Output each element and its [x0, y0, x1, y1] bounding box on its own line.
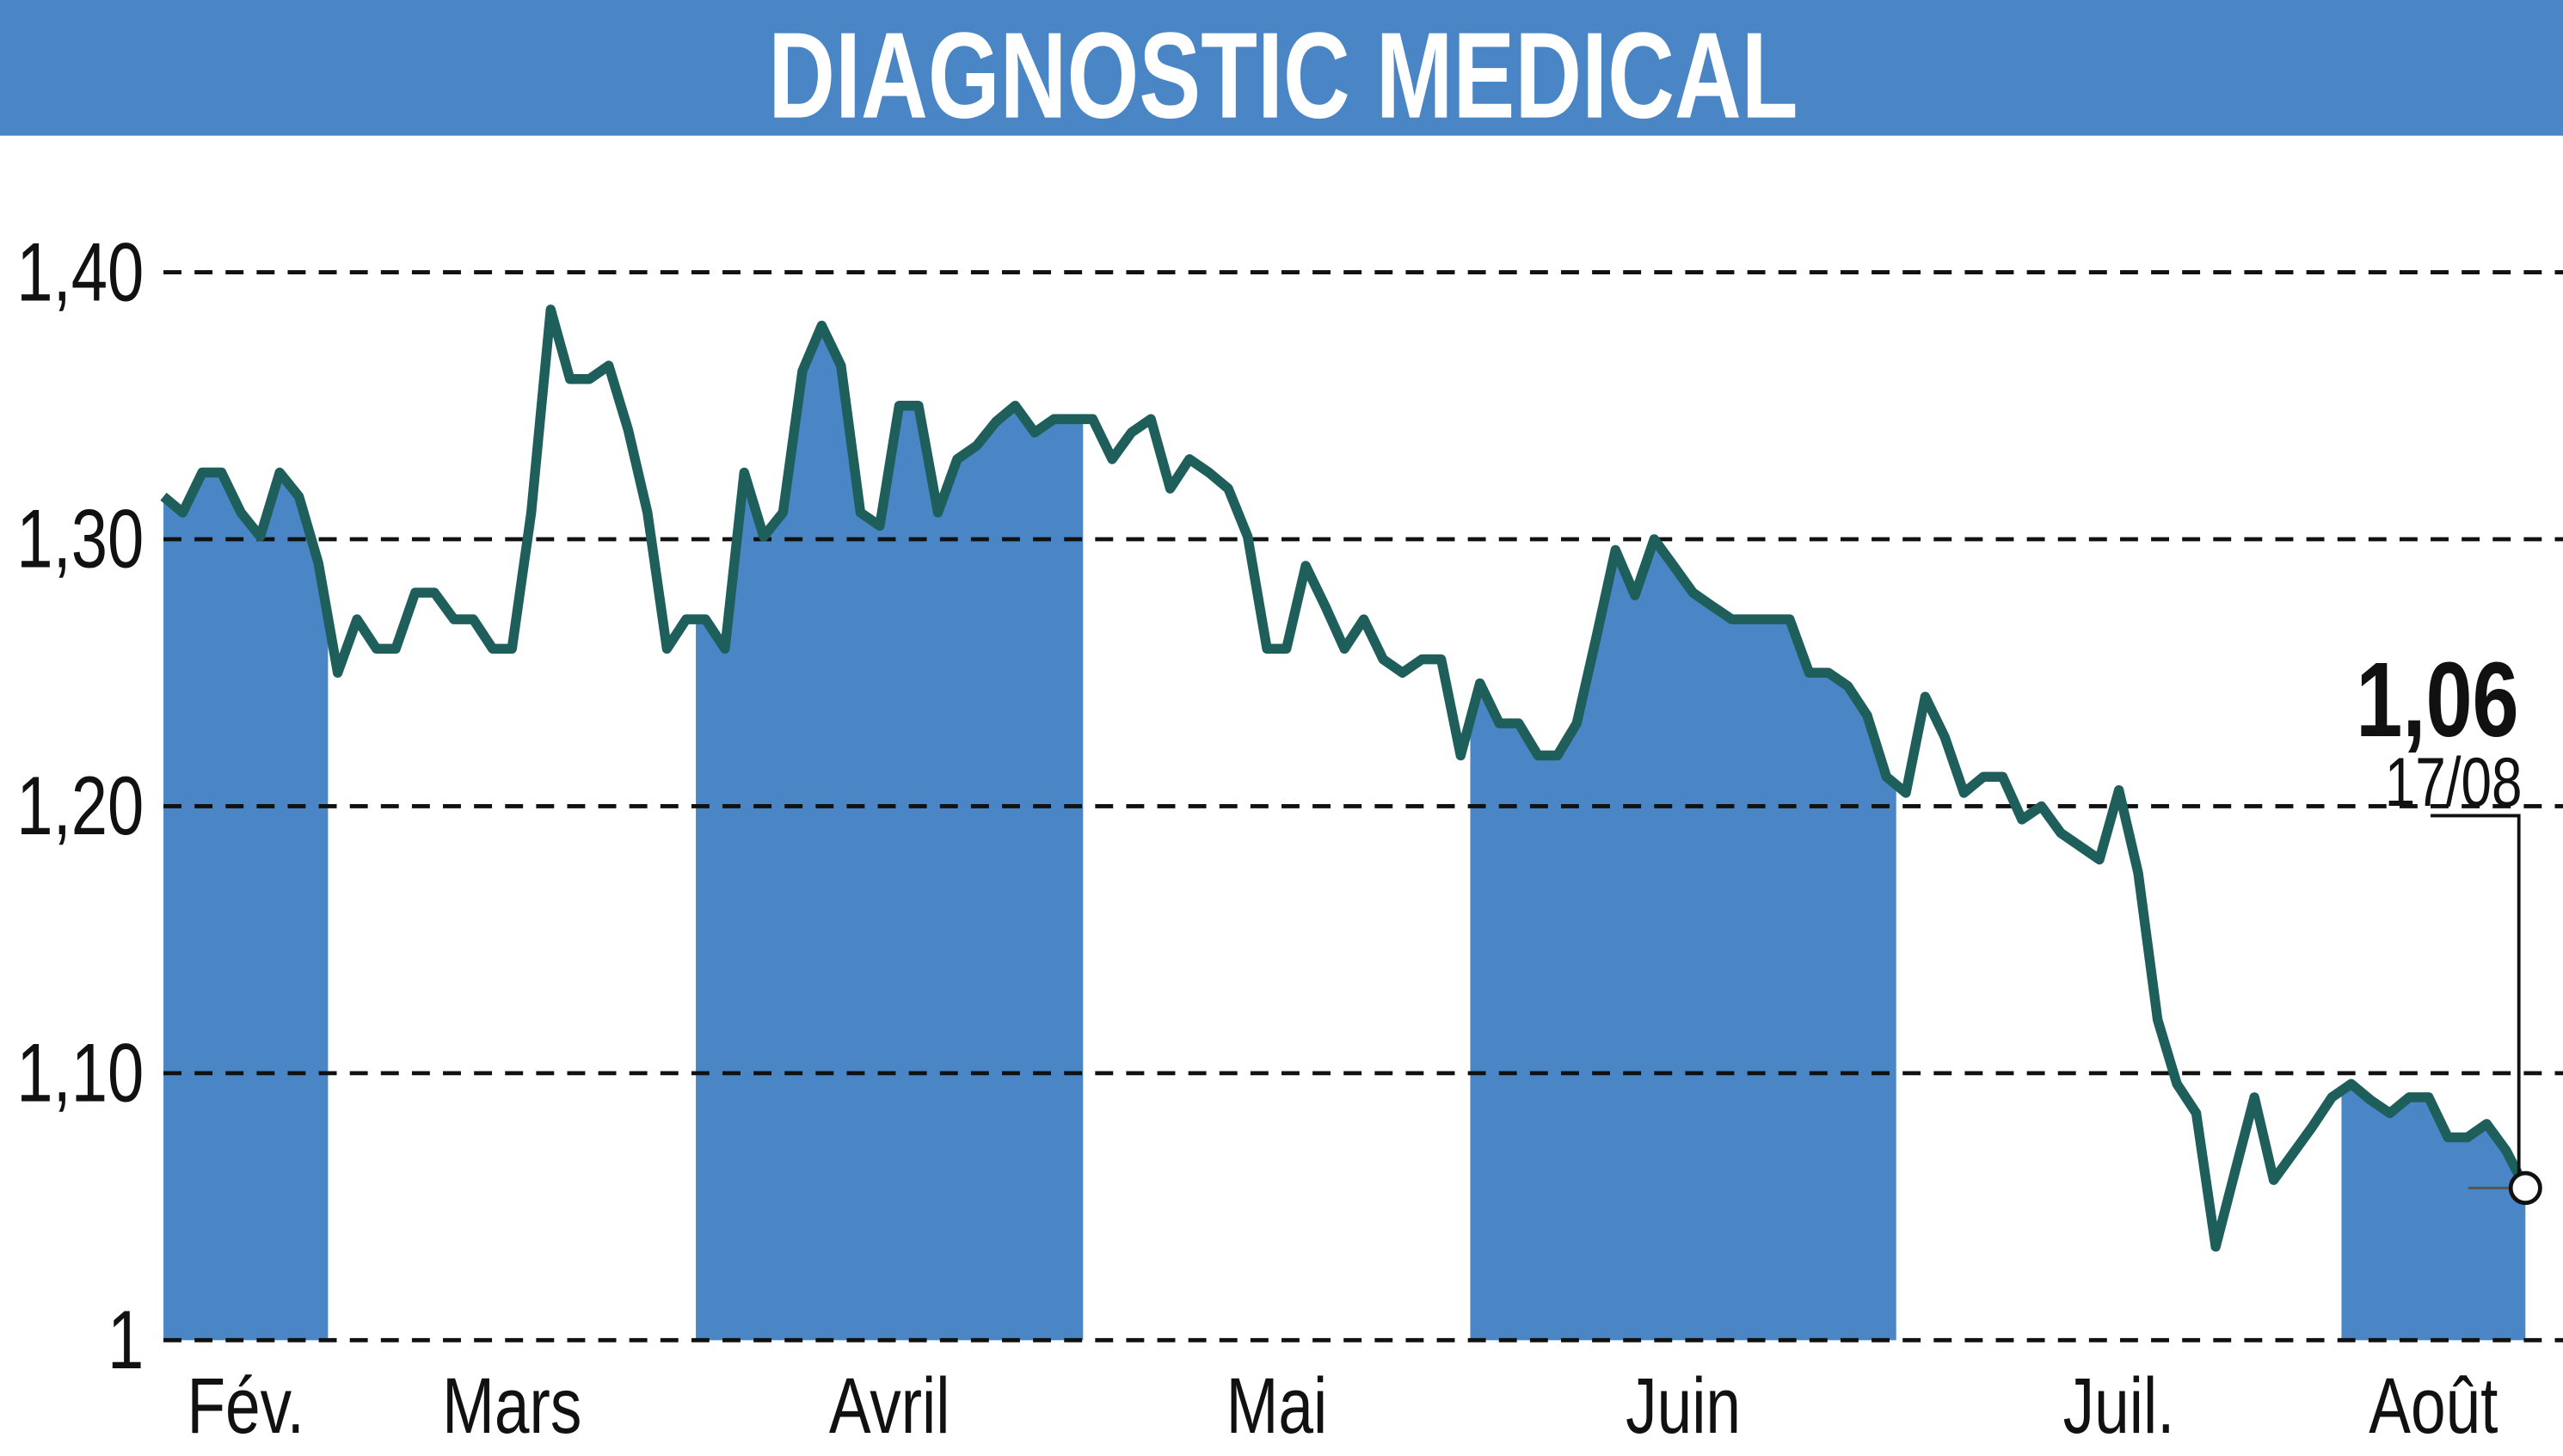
x-tick-label: Juin — [1626, 1361, 1741, 1450]
last-date-label: 17/08 — [2385, 744, 2523, 821]
y-tick-label: 1,10 — [16, 1028, 144, 1120]
last-value-label: 1,06 — [2356, 641, 2518, 759]
leader-line — [2431, 814, 2521, 1189]
price-line — [160, 304, 2530, 1252]
chart-title: DIAGNOSTIC MEDICAL — [768, 7, 1798, 144]
month-band — [2341, 1084, 2526, 1341]
month-band — [163, 472, 329, 1341]
x-tick-label: Août — [2369, 1361, 2498, 1450]
x-tick-label: Avril — [829, 1361, 950, 1450]
y-tick-label: 1,40 — [16, 227, 144, 319]
x-tick-label: Juil. — [2063, 1361, 2175, 1450]
month-band — [696, 325, 1084, 1341]
x-tick-label: Mars — [442, 1361, 581, 1450]
last-point — [2508, 1170, 2542, 1206]
x-tick-label: Fév. — [187, 1361, 304, 1450]
title-bar — [0, 0, 2563, 136]
x-tick-label: Mai — [1226, 1361, 1328, 1450]
y-tick-label: 1 — [108, 1295, 144, 1387]
y-tick-label: 1,30 — [16, 494, 144, 586]
y-tick-label: 1,20 — [16, 761, 144, 853]
month-band — [1470, 539, 1896, 1341]
